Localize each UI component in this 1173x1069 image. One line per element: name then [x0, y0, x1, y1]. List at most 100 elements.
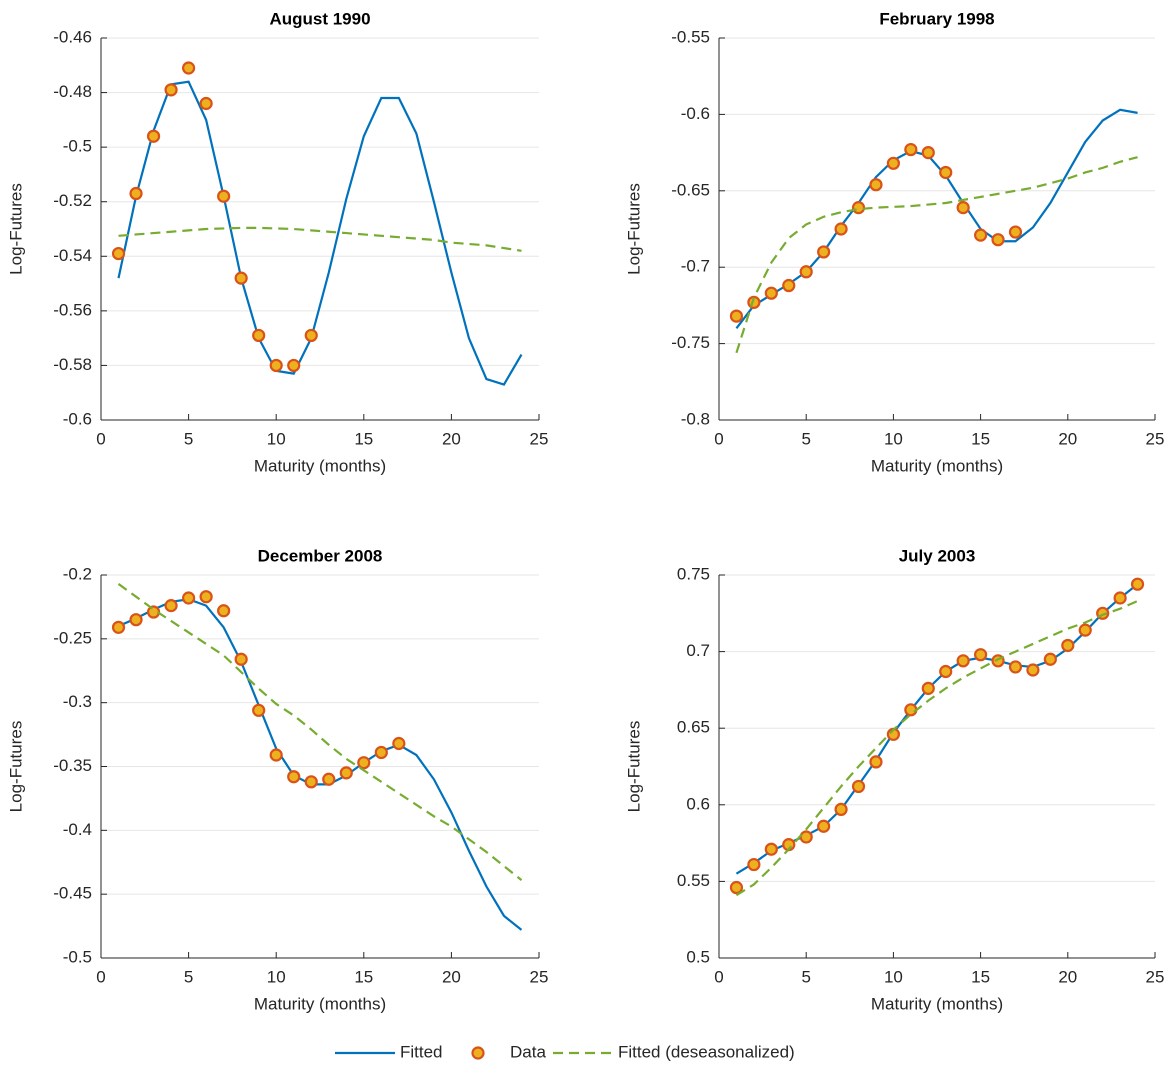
data-point [834, 222, 848, 236]
data-point [304, 328, 318, 343]
x-tick-label: 0 [96, 429, 105, 448]
x-tick-label: 15 [354, 429, 373, 448]
x-axis-label: Maturity (months) [871, 994, 1003, 1013]
y-tick-label: -0.58 [53, 355, 92, 374]
data-point [1026, 663, 1040, 677]
data-point [764, 286, 778, 300]
x-tick-label: 25 [530, 967, 549, 986]
legend: Fitted Data Fitted (deseasonalized) [335, 1042, 795, 1061]
data-point [973, 648, 988, 662]
subplot-title: February 1998 [879, 9, 994, 28]
data-point [904, 703, 918, 717]
data-point [164, 83, 178, 97]
data-point [1061, 638, 1075, 653]
data-point [199, 590, 213, 604]
x-tick-label: 25 [530, 429, 549, 448]
subplot: -0.5 -0.45 -0.4 -0.35 -0.3 -0.25 -0.2 0 5 10 15 20 2… [6, 546, 548, 1013]
data-point [799, 830, 813, 844]
y-tick-label: 0.6 [686, 794, 710, 813]
y-tick-label: -0.3 [63, 692, 92, 711]
data-point [199, 96, 213, 111]
data-point [357, 756, 371, 770]
y-tick-label: -0.65 [671, 180, 710, 199]
fitted-line [735, 583, 1139, 875]
y-tick-label: -0.5 [63, 137, 92, 156]
legend-label: Data [510, 1042, 546, 1061]
y-axis-label: Log-Futures [624, 183, 643, 275]
data-point [1008, 225, 1023, 239]
y-tick-label: -0.6 [681, 104, 710, 123]
subplot: -0.8 -0.75 -0.7 -0.65 -0.6 -0.55 0 5 10 15 20 25 Feb… [624, 9, 1164, 475]
fitted-line [735, 108, 1138, 329]
x-tick-label: 20 [1058, 967, 1077, 986]
y-tick-label: 0.55 [677, 871, 710, 890]
x-tick-label: 5 [801, 429, 810, 448]
x-tick-label: 15 [971, 967, 990, 986]
data-point [339, 766, 353, 780]
data-point [111, 246, 126, 261]
deseasonalized-line [118, 226, 522, 252]
data-point [182, 591, 196, 605]
x-tick-label: 0 [96, 967, 105, 986]
data-point [1130, 577, 1145, 591]
data-point [991, 233, 1005, 247]
data-point [1008, 660, 1023, 674]
x-tick-label: 25 [1146, 967, 1165, 986]
data-point [269, 748, 283, 762]
data-point [956, 201, 970, 215]
data-point [799, 265, 813, 279]
data-point [921, 681, 935, 695]
y-tick-label: 0.75 [677, 564, 710, 583]
y-tick-label: -0.7 [681, 257, 710, 276]
x-tick-label: 20 [442, 429, 461, 448]
deseasonalized-line [735, 156, 1138, 354]
data-point [782, 278, 796, 293]
x-tick-label: 10 [267, 967, 286, 986]
y-tick-label: 0.7 [686, 641, 710, 660]
subplot-title: December 2008 [258, 546, 383, 565]
x-tick-label: 0 [714, 429, 723, 448]
x-tick-label: 5 [184, 967, 193, 986]
x-axis-label: Maturity (months) [871, 456, 1003, 475]
y-axis-label: Log-Futures [6, 183, 25, 275]
data-point [834, 802, 848, 816]
data-point [234, 271, 248, 285]
data-point [956, 654, 970, 668]
data-point [129, 186, 143, 201]
data-point [1078, 623, 1092, 637]
y-tick-label: -0.8 [681, 409, 710, 428]
data-point [729, 309, 744, 323]
y-tick-label: -0.52 [53, 191, 92, 210]
y-tick-label: -0.54 [53, 246, 92, 265]
data-point [921, 146, 935, 160]
data-point [287, 770, 301, 784]
data-point [269, 358, 283, 373]
data-point [904, 142, 918, 157]
y-tick-label: -0.46 [53, 27, 92, 46]
data-point [973, 228, 988, 242]
data-point [747, 857, 761, 872]
x-tick-label: 25 [1146, 429, 1165, 448]
data-point [164, 599, 178, 613]
data-point [392, 736, 406, 751]
data-point [252, 328, 266, 343]
deseasonalized-line [735, 600, 1139, 897]
x-axis-label: Maturity (months) [254, 994, 386, 1013]
data-point [252, 703, 266, 717]
data-point [764, 842, 778, 856]
fitted-line [117, 80, 523, 386]
x-tick-label: 15 [971, 429, 990, 448]
data-point [234, 652, 248, 666]
y-axis-label: Log-Futures [624, 721, 643, 813]
y-tick-label: -0.55 [671, 27, 710, 46]
x-tick-label: 5 [184, 429, 193, 448]
x-tick-label: 15 [354, 967, 373, 986]
x-tick-label: 5 [801, 967, 810, 986]
fitted-line [118, 598, 523, 931]
subplot-title: August 1990 [269, 9, 370, 28]
data-point [287, 358, 301, 373]
data-point [886, 156, 901, 170]
subplot-title: July 2003 [899, 546, 976, 565]
y-tick-label: -0.35 [53, 756, 92, 775]
data-point [869, 755, 883, 769]
